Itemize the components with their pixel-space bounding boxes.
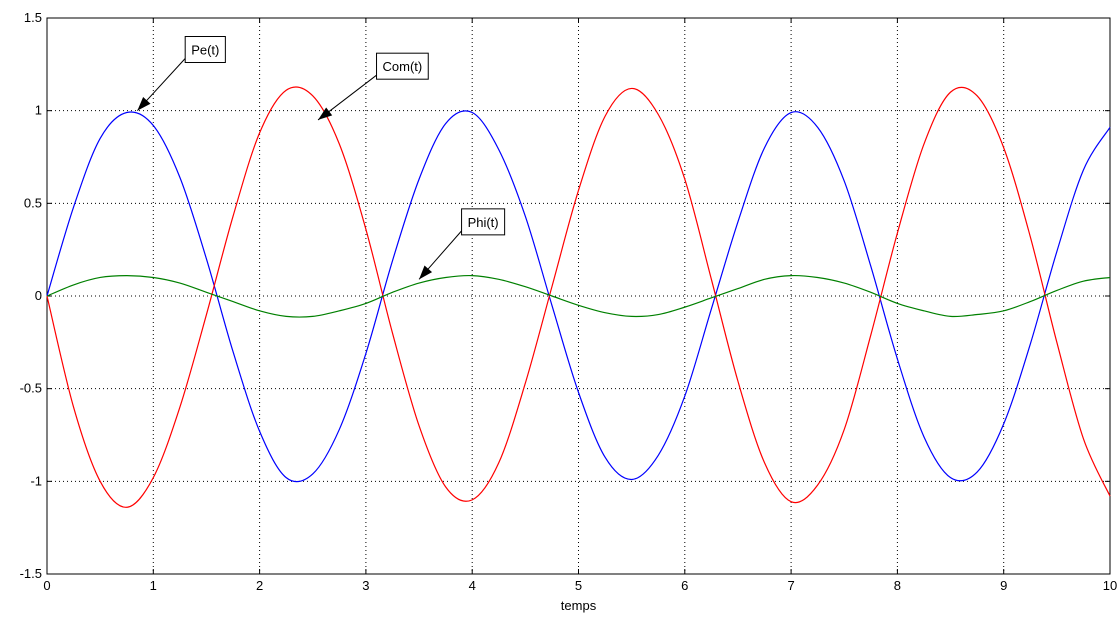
grid xyxy=(47,18,1110,574)
y-tick-label: -0.5 xyxy=(20,381,42,396)
annotation-box xyxy=(461,208,506,236)
annotation-1: Com(t) xyxy=(317,52,429,121)
annotation-label: Pe(t) xyxy=(191,43,219,58)
x-tick-label: 10 xyxy=(1103,578,1117,593)
x-tick-label: 6 xyxy=(681,578,688,593)
annotations: Pe(t) Com(t) Phi(t) xyxy=(136,36,506,280)
series-line-2 xyxy=(46,274,1111,318)
x-tick-label: 1 xyxy=(150,578,157,593)
y-tick-label: 0 xyxy=(35,288,42,303)
annotation-arrow-head xyxy=(419,265,433,280)
annotation-label: Com(t) xyxy=(383,59,423,74)
y-tick-label: 0.5 xyxy=(24,195,42,210)
ticks: 0 1 2 3 4 5 6 7 8 9 10 1.5 1 0.5 0 -0.5 -1 -1.5 xyxy=(20,10,1118,593)
x-tick-label: 7 xyxy=(787,578,794,593)
x-tick-label: 2 xyxy=(256,578,263,593)
annotation-arrow-head xyxy=(137,96,151,111)
annotation-2: Phi(t) xyxy=(418,208,506,280)
annotation-label: Phi(t) xyxy=(468,215,499,230)
y-tick-label: -1.5 xyxy=(20,566,42,581)
annotation-box xyxy=(376,52,429,80)
x-tick-label: 5 xyxy=(575,578,582,593)
annotation-0: Pe(t) xyxy=(136,36,226,112)
series-group xyxy=(46,86,1111,508)
x-tick-label: 9 xyxy=(1000,578,1007,593)
y-tick-label: -1 xyxy=(30,473,42,488)
y-tick-label: 1.5 xyxy=(24,10,42,25)
annotation-box xyxy=(184,36,226,64)
x-tick-label: 3 xyxy=(362,578,369,593)
series-line-0 xyxy=(46,110,1111,483)
x-tick-label: 8 xyxy=(894,578,901,593)
x-tick-label: 0 xyxy=(43,578,50,593)
y-tick-label: 1 xyxy=(35,103,42,118)
x-axis-label: temps xyxy=(561,598,597,613)
annotation-arrow-head xyxy=(318,107,333,120)
series-line-1 xyxy=(46,86,1111,508)
x-tick-label: 4 xyxy=(469,578,476,593)
